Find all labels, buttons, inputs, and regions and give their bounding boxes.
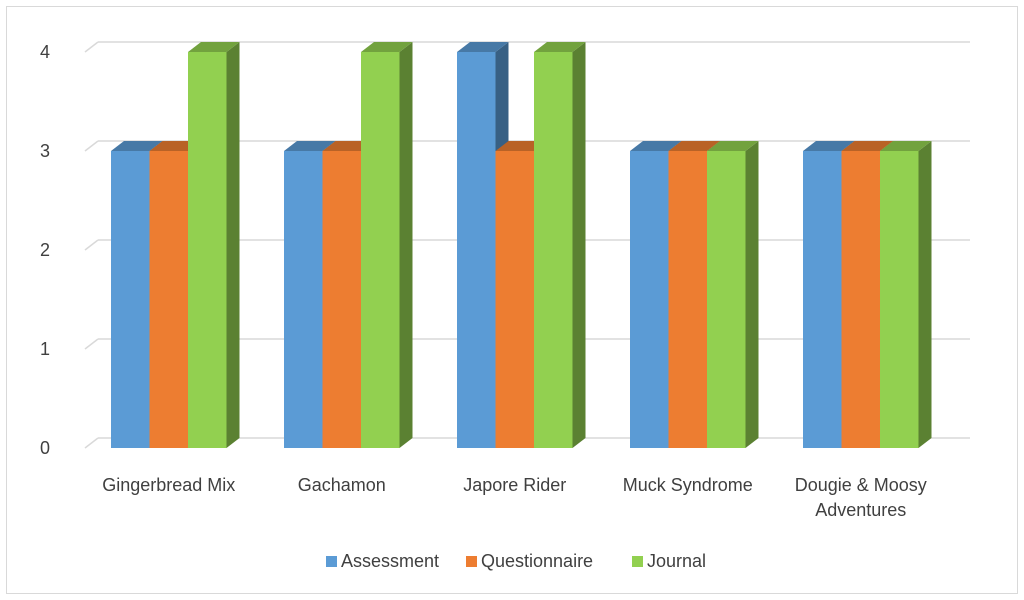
y-tick-label: 4 — [40, 42, 50, 62]
bar-side — [745, 141, 759, 448]
legend-item: Assessment — [326, 551, 439, 571]
bar-top — [534, 42, 586, 52]
x-category-label: Gachamon — [298, 475, 386, 495]
bar-front — [630, 151, 669, 448]
legend-swatch — [326, 556, 337, 567]
bar-top — [457, 42, 509, 52]
y-tick-label: 3 — [40, 141, 50, 161]
bars — [111, 42, 932, 448]
bar-front — [880, 151, 919, 448]
bar — [534, 42, 586, 448]
x-category-label: Dougie & Moosy — [795, 475, 927, 495]
y-tick-label: 0 — [40, 438, 50, 458]
gridline-connector — [84, 338, 99, 350]
bar-top — [361, 42, 413, 52]
legend-label: Questionnaire — [481, 551, 593, 571]
bar-top — [707, 141, 759, 151]
bar-front — [361, 52, 400, 448]
bar-front — [188, 52, 227, 448]
legend-label: Assessment — [341, 551, 439, 571]
bar-front — [149, 151, 188, 448]
x-category-label: Muck Syndrome — [623, 475, 753, 495]
gridline-connector — [84, 239, 99, 251]
bar-front — [284, 151, 323, 448]
bar-top — [111, 141, 163, 151]
bar-side — [226, 42, 240, 448]
bar-front — [111, 151, 150, 448]
bar-top — [188, 42, 240, 52]
legend-label: Journal — [647, 551, 706, 571]
x-category-label: Adventures — [815, 500, 906, 520]
gridline-connector — [84, 41, 99, 53]
bar-front — [322, 151, 361, 448]
legend-swatch — [466, 556, 477, 567]
bar-top — [668, 141, 720, 151]
bar-top — [880, 141, 932, 151]
x-category-label: Gingerbread Mix — [102, 475, 235, 495]
bar — [188, 42, 240, 448]
bar — [707, 141, 759, 448]
legend-item: Journal — [632, 551, 706, 571]
y-axis-ticks: 0 1 2 3 4 — [40, 42, 50, 458]
bar-front — [457, 52, 496, 448]
y-tick-label: 2 — [40, 240, 50, 260]
legend: Assessment Questionnaire Journal — [326, 551, 706, 571]
bar-side — [572, 42, 586, 448]
bar-front — [534, 52, 573, 448]
bar-front — [668, 151, 707, 448]
x-axis-labels: Gingerbread Mix Gachamon Japore Rider Muck … — [102, 475, 927, 520]
y-tick-label: 1 — [40, 339, 50, 359]
bar-top — [284, 141, 336, 151]
bar-front — [803, 151, 842, 448]
bar-front — [707, 151, 746, 448]
x-category-label: Japore Rider — [463, 475, 566, 495]
bar — [361, 42, 413, 448]
bar-front — [841, 151, 880, 448]
bar-top — [630, 141, 682, 151]
bar-front — [495, 151, 534, 448]
legend-item: Questionnaire — [466, 551, 593, 571]
gridline-connector — [84, 437, 99, 449]
bar-side — [918, 141, 932, 448]
legend-swatch — [632, 556, 643, 567]
bar-side — [399, 42, 413, 448]
bar-top — [841, 141, 893, 151]
bar — [880, 141, 932, 448]
bar-top — [803, 141, 855, 151]
gridline-connector — [84, 140, 99, 152]
